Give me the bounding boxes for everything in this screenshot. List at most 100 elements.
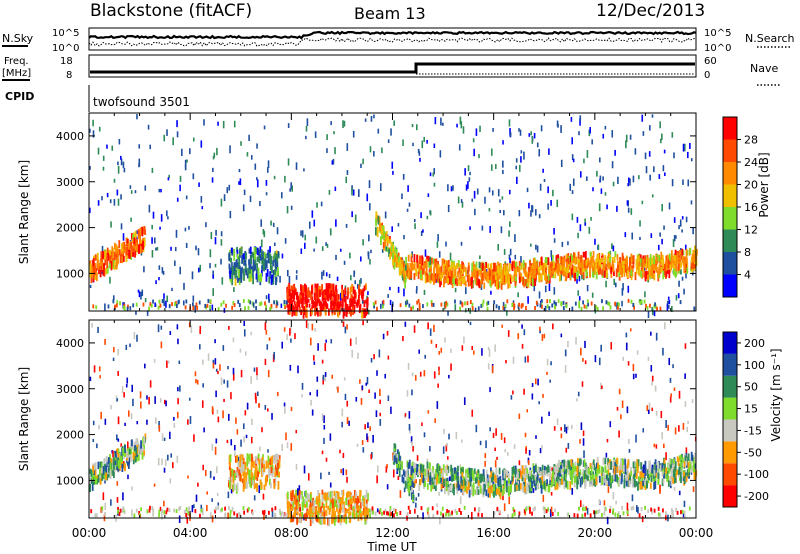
scatter-point: [523, 388, 525, 395]
heatmap-cell: [435, 265, 438, 273]
scatter-point: [368, 180, 371, 189]
heatmap-cell: [242, 253, 245, 260]
scatter-point: [234, 451, 236, 457]
heatmap-cell: [610, 270, 613, 278]
heatmap-cell: [512, 465, 515, 473]
scatter-point: [427, 410, 430, 414]
heatmap-cell: [341, 305, 344, 310]
scatter-point: [138, 158, 141, 167]
colorbar-tick-label: 16: [744, 201, 758, 214]
heatmap-cell: [466, 478, 469, 486]
heatmap-cell: [497, 266, 500, 276]
scatter-point: [287, 123, 290, 128]
scatter-point: [109, 199, 112, 204]
heatmap-cell: [289, 302, 291, 312]
scatter-point: [162, 270, 165, 275]
y-tick-label: 4000: [56, 130, 84, 143]
scatter-point: [176, 455, 179, 463]
scatter-point: [527, 459, 530, 465]
scatter-point: [662, 347, 664, 356]
scatter-point: [381, 147, 383, 154]
scatter-point: [326, 134, 328, 141]
heatmap-cell: [485, 272, 488, 282]
heatmap-cell: [273, 253, 276, 261]
scatter-point: [346, 400, 349, 407]
heatmap-cell: [269, 253, 272, 262]
heatmap-cell: [422, 263, 425, 269]
scatter-point: [240, 370, 243, 378]
heatmap-cell: [195, 302, 198, 307]
scatter-point: [571, 487, 574, 495]
heatmap-cell: [542, 475, 545, 482]
scatter-point: [310, 399, 312, 406]
scatter-point: [507, 330, 510, 337]
heatmap-cell: [553, 300, 556, 305]
scatter-point: [138, 163, 140, 168]
heatmap-cell: [128, 243, 130, 250]
scatter-point: [582, 430, 585, 437]
scatter-point: [256, 391, 259, 397]
heatmap-cell: [163, 302, 166, 307]
scatter-point: [376, 475, 378, 484]
heatmap-cell: [583, 252, 586, 258]
noise-left-top: 10^5: [52, 28, 79, 39]
scatter-point: [242, 204, 245, 212]
heatmap-cell: [590, 471, 593, 477]
heatmap-cell: [660, 257, 663, 264]
heatmap-cell: [351, 496, 354, 504]
scatter-point: [232, 367, 235, 375]
scatter-point: [329, 433, 332, 441]
scatter-point: [612, 245, 615, 252]
scatter-point: [133, 331, 136, 340]
heatmap-cell: [300, 291, 303, 299]
scatter-point: [379, 388, 381, 396]
heatmap-cell: [478, 261, 481, 269]
scatter-point: [599, 175, 602, 182]
scatter-point: [243, 436, 245, 443]
heatmap-cell: [243, 272, 245, 281]
scatter-point: [266, 167, 269, 173]
scatter-point: [116, 481, 119, 486]
heatmap-cell: [334, 304, 337, 310]
heatmap-cell: [256, 469, 258, 478]
scatter-point: [678, 390, 681, 399]
freq-left-bottom: 8: [66, 70, 72, 81]
heatmap-cell: [320, 303, 323, 308]
heatmap-cell: [582, 300, 585, 305]
heatmap-cell: [137, 247, 140, 254]
heatmap-cell: [649, 303, 651, 308]
heatmap-cell: [503, 264, 506, 274]
scatter-point: [303, 465, 306, 474]
heatmap-cell: [171, 302, 173, 307]
scatter-point: [433, 182, 436, 187]
scatter-point: [305, 135, 307, 140]
scatter-point: [240, 439, 242, 447]
scatter-point: [607, 486, 610, 493]
heatmap-cell: [565, 468, 568, 477]
scatter-point: [375, 410, 378, 418]
heatmap-cell: [342, 310, 345, 319]
heatmap-cell: [612, 264, 615, 272]
heatmap-cell: [581, 472, 584, 480]
heatmap-cell: [275, 453, 277, 463]
scatter-point: [556, 418, 559, 425]
scatter-point: [206, 491, 208, 495]
scatter-point: [579, 171, 582, 178]
scatter-point: [322, 376, 325, 385]
heatmap-cell: [564, 267, 567, 277]
scatter-point: [344, 326, 347, 334]
heatmap-cell: [560, 474, 563, 481]
heatmap-cell: [410, 269, 413, 279]
heatmap-cell: [274, 258, 277, 268]
scatter-point: [298, 485, 301, 493]
scatter-point: [413, 325, 416, 333]
scatter-point: [641, 200, 644, 205]
heatmap-cell: [576, 270, 579, 280]
scatter-point: [412, 445, 414, 452]
heatmap-cell: [168, 304, 171, 309]
heatmap-cell: [450, 262, 453, 271]
heatmap-cell: [549, 476, 552, 486]
heatmap-cell: [554, 471, 557, 478]
heatmap-cell: [458, 277, 460, 286]
scatter-point: [489, 427, 491, 432]
